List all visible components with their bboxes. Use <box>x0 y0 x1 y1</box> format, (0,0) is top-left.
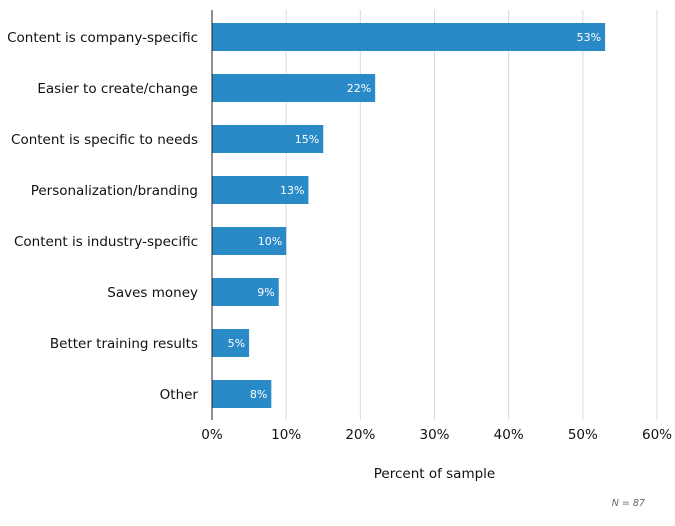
bar <box>212 227 287 255</box>
bar <box>212 380 272 408</box>
x-tick-label: 0% <box>201 427 223 443</box>
category-label: Other <box>160 387 199 403</box>
category-label: Easier to create/change <box>37 81 198 97</box>
bars: 53% 22% 15% 13% 10% 9% 5% 8% <box>212 23 606 408</box>
x-axis-ticks: 0% 10% 20% 30% 40% 50% 60% <box>201 427 672 443</box>
x-tick-label: 30% <box>419 427 449 443</box>
category-labels: Content is company-specific Easier to cre… <box>7 30 198 403</box>
x-tick-label: 20% <box>345 427 375 443</box>
bar <box>212 176 309 204</box>
bar-value-label: 8% <box>250 388 267 401</box>
x-tick-label: 50% <box>568 427 598 443</box>
category-label: Saves money <box>107 285 198 301</box>
bar-value-label: 5% <box>228 337 245 350</box>
category-label: Content is specific to needs <box>11 132 198 148</box>
bar <box>212 278 279 306</box>
gridlines <box>285 10 658 420</box>
category-label: Better training results <box>50 336 198 352</box>
bar <box>212 329 250 357</box>
x-tick-label: 60% <box>642 427 672 443</box>
bar-value-label: 10% <box>258 235 282 248</box>
x-tick-label: 40% <box>494 427 524 443</box>
category-label: Content is industry-specific <box>14 234 198 250</box>
bar <box>212 74 376 102</box>
bar-value-label: 13% <box>280 184 304 197</box>
bar <box>212 125 324 153</box>
bar-value-label: 9% <box>257 286 274 299</box>
category-label: Content is company-specific <box>7 30 198 46</box>
x-tick-label: 10% <box>271 427 301 443</box>
bar <box>212 23 606 51</box>
bar-value-label: 15% <box>295 133 319 146</box>
bar-value-label: 22% <box>347 82 371 95</box>
sample-size-note: N = 87 <box>612 498 645 509</box>
x-axis-title: Percent of sample <box>374 466 495 482</box>
category-label: Personalization/branding <box>31 183 198 199</box>
bar-value-label: 53% <box>577 31 601 44</box>
